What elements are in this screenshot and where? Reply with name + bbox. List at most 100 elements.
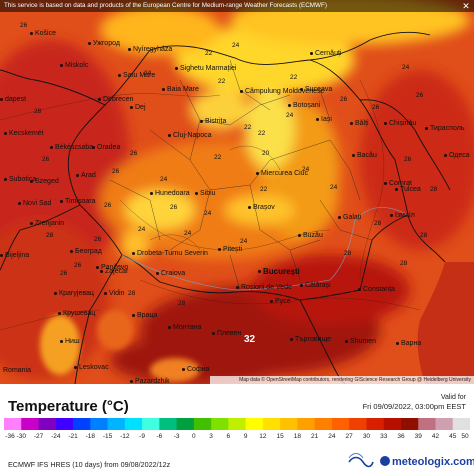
city-dot-icon — [168, 325, 171, 329]
map-attribution: Map data © OpenStreetMap contributors, r… — [210, 376, 474, 384]
isotherm-value: 26 — [130, 150, 138, 157]
forecast-map[interactable]: This service is based on data and produc… — [0, 0, 474, 384]
city-dot-icon — [248, 205, 251, 209]
place-name: Zrenjanin — [35, 220, 65, 227]
colorbar-segment — [314, 418, 333, 430]
place-name: Baia Mare — [167, 86, 199, 93]
city-dot-icon — [352, 153, 355, 157]
isotherm-value: 26 — [74, 262, 82, 269]
place-label: Călărași — [300, 282, 331, 290]
city-dot-icon — [395, 187, 398, 191]
place-name: Subotica — [9, 176, 37, 183]
city-dot-icon — [300, 283, 303, 287]
place-name: Debrecen — [103, 96, 134, 103]
colorbar-tick-label: 45 — [449, 433, 457, 440]
colorbar-segment — [297, 418, 316, 430]
place-name: Крушевац — [63, 310, 96, 317]
city-dot-icon — [396, 341, 399, 345]
isotherm-value: 26 — [42, 156, 50, 163]
place-label: Baia Mare — [162, 86, 199, 94]
city-dot-icon — [270, 299, 273, 303]
isotherm-value: 24 — [240, 238, 248, 245]
isotherm-value: 24 — [402, 64, 410, 71]
place-label: Botoșani — [288, 102, 320, 110]
colorbar-tick-label: 30 — [362, 433, 371, 440]
meteologix-brand[interactable]: meteologix.com — [380, 456, 474, 468]
isotherm-value: 24 — [302, 166, 310, 173]
city-dot-icon — [18, 201, 21, 205]
colorbar-tick-label: 24 — [328, 433, 336, 440]
place-name: Novi Sad — [23, 200, 52, 207]
colorbar-segment — [331, 418, 350, 430]
place-label: Subotica — [4, 176, 36, 184]
isotherm-value: 28 — [374, 220, 382, 227]
colorbar-tick-label: 6 — [226, 433, 231, 440]
place-name: Constanța — [363, 286, 395, 293]
colorbar-segment — [400, 418, 419, 430]
place-label: Roșiorii de Vede — [236, 284, 292, 292]
colorbar-segment — [21, 418, 40, 430]
ecmwf-logo-icon — [348, 453, 374, 468]
place-label: Bistrița — [200, 118, 226, 126]
place-label: Miskolc — [60, 62, 88, 70]
place-name: Bacău — [357, 152, 377, 159]
colorbar-segment — [4, 418, 22, 430]
place-label: Leskovac — [74, 364, 109, 372]
place-name: Одеса — [449, 152, 470, 159]
temperature-colorbar — [4, 418, 470, 430]
city-dot-icon — [30, 179, 33, 183]
colorbar-segment — [262, 418, 281, 430]
place-name: Arad — [81, 172, 96, 179]
place-name: Botoșani — [293, 102, 321, 109]
city-dot-icon — [258, 270, 261, 274]
isotherm-value: 26 — [20, 22, 28, 29]
city-dot-icon — [345, 339, 348, 343]
isotherm-value: 22 — [290, 74, 298, 81]
place-name: Roșiorii de Vede — [241, 284, 292, 291]
city-dot-icon — [0, 97, 3, 101]
isotherm-value: 26 — [104, 202, 112, 209]
city-dot-icon — [300, 87, 303, 91]
isotherm-value: 22 — [258, 130, 266, 137]
place-label: Oradea — [92, 144, 120, 152]
place-name: Craiova — [161, 270, 186, 277]
city-dot-icon — [128, 47, 131, 51]
city-dot-icon — [74, 365, 77, 369]
place-name: Iași — [321, 116, 332, 123]
brand-text: meteologix.com — [392, 456, 474, 468]
place-label: Chișinău — [384, 120, 416, 128]
colorbar-tick-label: 9 — [243, 433, 248, 440]
place-label: Shumen — [345, 338, 376, 346]
place-label: Русе — [270, 298, 290, 306]
isotherm-value: 24 — [160, 176, 168, 183]
place-name: Bistrița — [205, 118, 227, 125]
place-name: Pančevo — [101, 264, 129, 271]
colorbar-tick-label: -15 — [102, 433, 113, 440]
place-label: Iași — [316, 116, 332, 124]
isotherm-value: 28 — [420, 232, 428, 239]
close-icon[interactable]: ✕ — [462, 1, 470, 11]
place-name: Ізмаїл — [395, 212, 415, 219]
place-name: Pazardzhik — [135, 378, 170, 384]
place-name: Търговище — [295, 336, 332, 343]
black-sea-area — [417, 262, 474, 384]
place-name: Bălți — [355, 120, 369, 127]
colorbar-tick-label: -3 — [173, 433, 180, 440]
model-run-info: ECMWF IFS HRES (10 days) from 09/08/2022… — [8, 460, 171, 469]
place-name: Kecskemét — [9, 130, 44, 137]
place-name: Zaječar — [105, 268, 129, 275]
place-name: Варна — [401, 340, 422, 347]
place-name: Košice — [35, 30, 57, 37]
place-label: Sibiu — [195, 190, 216, 198]
place-label: Ізмаїл — [390, 212, 415, 220]
place-name: Békéscsaba — [55, 144, 94, 151]
colorbar-segment — [366, 418, 385, 430]
colorbar-tick-label: 21 — [311, 433, 319, 440]
city-dot-icon — [130, 105, 133, 109]
colorbar-tick-label: -24 — [51, 433, 61, 440]
place-label: Cluj-Napoca — [168, 132, 212, 140]
region-name: Romania — [3, 367, 32, 374]
city-dot-icon — [168, 133, 171, 137]
isotherms — [0, 79, 421, 331]
place-name: Miskolc — [65, 62, 89, 69]
